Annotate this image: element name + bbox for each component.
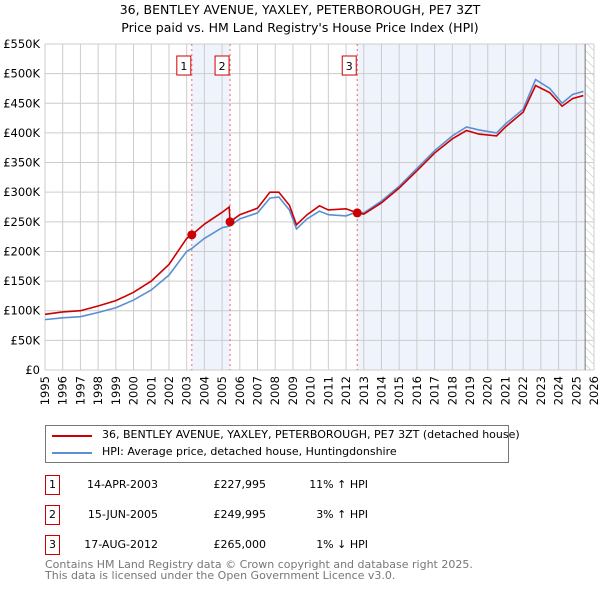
y-tick-label: £500K	[3, 67, 40, 81]
sale-label-box	[214, 55, 230, 76]
sale-price: £249,995	[213, 508, 267, 521]
legend-line-hpi	[52, 452, 92, 454]
x-tick-label: 2007	[251, 376, 265, 405]
sale-hpi-diff: 3% ↑ HPI	[316, 508, 368, 521]
x-tick-label: 2023	[534, 376, 548, 405]
x-tick-label: 2005	[215, 376, 229, 405]
x-tick-label: 2009	[286, 376, 300, 405]
x-tick-label: 1995	[38, 376, 52, 405]
sale-label: 2	[219, 60, 226, 73]
footer-copyright: Contains HM Land Registry data © Crown c…	[45, 558, 473, 571]
x-tick-label: 1998	[91, 376, 105, 405]
sale-point	[225, 217, 235, 227]
sale-point	[352, 208, 362, 218]
forecast-hatch	[585, 44, 594, 370]
x-tick-label: 1997	[73, 376, 87, 405]
chart-title: 36, BENTLEY AVENUE, YAXLEY, PETERBOROUGH…	[119, 2, 481, 17]
x-tick-label: 2025	[569, 376, 583, 405]
sale-date: 17-AUG-2012	[84, 538, 158, 551]
x-tick-label: 2014	[374, 376, 388, 405]
x-tick-label: 2012	[339, 376, 353, 405]
hpi-line	[44, 78, 584, 321]
sale-label-box	[341, 55, 357, 76]
x-tick-label: 2021	[498, 376, 512, 405]
legend-label-property: 36, BENTLEY AVENUE, YAXLEY, PETERBOROUGH…	[102, 428, 520, 441]
sale-price: £227,995	[213, 478, 267, 491]
y-tick-label: £50K	[11, 333, 41, 347]
y-tick-label: £200K	[3, 244, 40, 258]
x-tick-label: 2020	[481, 376, 495, 405]
y-tick-label: £300K	[3, 185, 40, 199]
footer-licence: This data is licensed under the Open Gov…	[45, 569, 396, 582]
chart-subtitle: Price paid vs. HM Land Registry's House …	[121, 20, 479, 35]
x-tick-label: 2011	[321, 376, 335, 405]
sale-date: 15-JUN-2005	[87, 508, 158, 521]
property-price-line	[44, 84, 584, 316]
x-tick-label: 1999	[109, 376, 123, 405]
x-tick-label: 2016	[410, 376, 424, 405]
legend-label-hpi: HPI: Average price, detached house, Hunt…	[102, 445, 397, 458]
x-tick-label: 2004	[197, 376, 211, 405]
x-tick-label: 2018	[445, 376, 459, 405]
sale-number-badge: 1	[45, 475, 60, 495]
x-tick-label: 2010	[304, 376, 318, 405]
sale-label: 1	[180, 60, 187, 73]
price-chart: £0 £50K £100K £150K £200K £250K £300K £350K £400…	[3, 37, 600, 405]
sale-hpi-diff: 11% ↑ HPI	[309, 478, 368, 491]
x-tick-label: 2013	[357, 376, 371, 405]
y-tick-label: £350K	[3, 156, 40, 170]
y-tick-label: £550K	[3, 37, 40, 51]
y-tick-label: £150K	[3, 274, 40, 288]
x-tick-label: 2022	[516, 376, 530, 405]
y-tick-label: £450K	[3, 96, 40, 110]
ownership-shade-1	[191, 44, 231, 370]
x-tick-label: 2015	[392, 376, 406, 405]
sale-label-box	[176, 55, 192, 76]
y-tick-label: £100K	[3, 304, 40, 318]
legend-line-property	[52, 435, 92, 437]
x-tick-label: 2026	[587, 376, 600, 405]
x-tick-label: 1996	[56, 376, 70, 405]
sale-price: £265,000	[213, 538, 267, 551]
sale-label: 3	[346, 60, 353, 73]
legend: 36, BENTLEY AVENUE, YAXLEY, PETERBOROUGH…	[45, 425, 520, 463]
x-tick-label: 2008	[268, 376, 282, 405]
y-tick-label: £0	[25, 363, 40, 377]
x-tick-label: 2017	[428, 376, 442, 405]
x-tick-label: 2003	[180, 376, 194, 405]
ownership-shade-2	[357, 44, 586, 370]
sale-number-badge: 3	[45, 535, 60, 555]
x-tick-label: 2000	[127, 376, 141, 405]
x-tick-label: 2001	[144, 376, 158, 405]
sale-number-badge: 2	[45, 505, 60, 525]
x-tick-label: 2006	[233, 376, 247, 405]
sale-date: 14-APR-2003	[86, 478, 158, 491]
sale-point	[187, 230, 197, 240]
y-tick-label: £400K	[3, 126, 40, 140]
x-tick-label: 2002	[162, 376, 176, 405]
sale-hpi-diff: 1% ↓ HPI	[316, 538, 368, 551]
y-tick-label: £250K	[3, 215, 40, 229]
x-tick-label: 2024	[552, 376, 566, 405]
x-tick-label: 2019	[463, 376, 477, 405]
